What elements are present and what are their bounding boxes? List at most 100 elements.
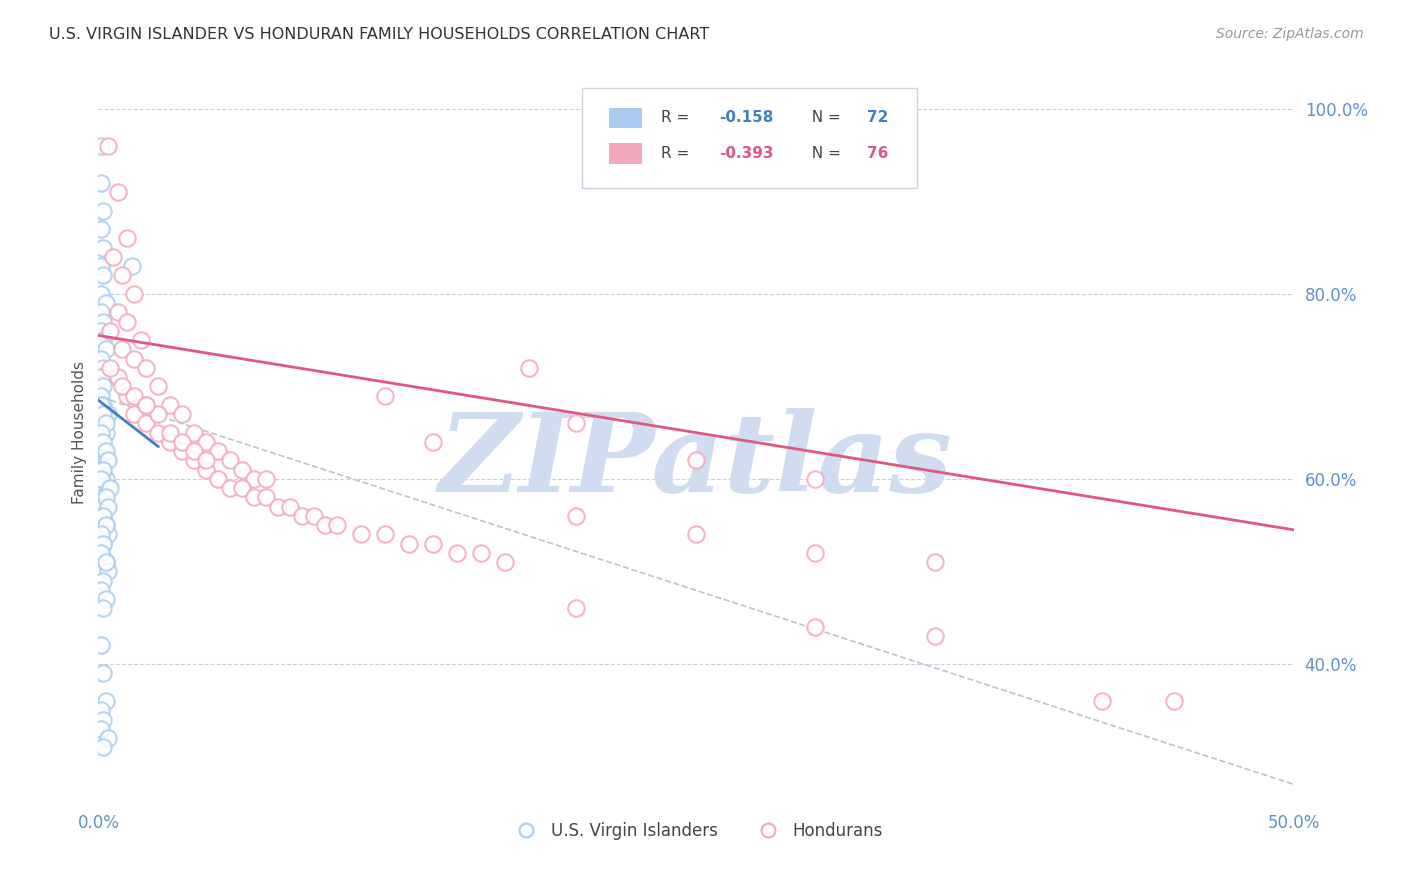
Point	[91, 601, 114, 615]
Point	[90, 462, 112, 476]
Point	[97, 453, 120, 467]
Point	[124, 389, 146, 403]
Point	[91, 536, 114, 550]
Point	[97, 527, 120, 541]
Point	[207, 444, 229, 458]
Point	[90, 370, 112, 384]
Point	[94, 343, 117, 357]
Point	[124, 286, 146, 301]
Point	[111, 343, 134, 357]
Point	[90, 546, 112, 560]
Point	[291, 508, 314, 523]
Point	[207, 472, 229, 486]
Point	[135, 360, 157, 375]
Point	[685, 453, 707, 467]
Point	[94, 453, 117, 467]
Point	[326, 518, 349, 533]
Point	[302, 508, 325, 523]
Point	[107, 370, 129, 384]
Point	[565, 508, 588, 523]
Point	[94, 555, 117, 569]
Point	[94, 555, 117, 569]
Point	[98, 481, 122, 495]
Point	[470, 546, 492, 560]
Point	[195, 434, 218, 449]
Point	[91, 268, 114, 283]
Point	[90, 434, 112, 449]
Point	[90, 527, 112, 541]
Point	[91, 379, 114, 393]
Point	[90, 425, 112, 440]
Point	[91, 472, 114, 486]
Point	[195, 453, 218, 467]
Point	[131, 333, 153, 347]
Point	[98, 324, 122, 338]
Point	[94, 472, 117, 486]
Point	[90, 259, 112, 273]
Text: -0.158: -0.158	[718, 111, 773, 126]
Point	[91, 508, 114, 523]
Point	[90, 639, 112, 653]
Point	[94, 425, 117, 440]
Point	[183, 444, 205, 458]
Point	[111, 379, 134, 393]
Point	[90, 222, 112, 236]
Point	[91, 398, 114, 412]
Point	[91, 666, 114, 681]
Point	[1091, 694, 1114, 708]
Point	[350, 527, 373, 541]
Point	[97, 565, 120, 579]
Point	[91, 574, 114, 588]
Point	[804, 472, 827, 486]
Point	[91, 536, 114, 550]
Text: -0.393: -0.393	[718, 146, 773, 161]
Text: R =: R =	[661, 146, 695, 161]
Point	[90, 546, 112, 560]
Y-axis label: Family Households: Family Households	[72, 361, 87, 504]
Point	[398, 536, 420, 550]
Point	[121, 259, 143, 273]
Point	[91, 407, 114, 421]
Point	[565, 601, 588, 615]
Point	[91, 740, 114, 755]
Point	[94, 592, 117, 607]
Point	[91, 333, 114, 347]
Point	[243, 472, 266, 486]
Point	[91, 360, 114, 375]
Point	[924, 629, 946, 643]
Legend: U.S. Virgin Islanders, Hondurans: U.S. Virgin Islanders, Hondurans	[502, 815, 890, 847]
Point	[148, 379, 170, 393]
Point	[90, 582, 112, 597]
Point	[91, 417, 114, 431]
Point	[91, 508, 114, 523]
Point	[267, 500, 290, 514]
Point	[254, 491, 277, 505]
Point	[97, 481, 120, 495]
Point	[94, 500, 117, 514]
Point	[90, 324, 112, 338]
Point	[159, 434, 181, 449]
Point	[219, 453, 242, 467]
Point	[97, 731, 120, 745]
Point	[243, 491, 266, 505]
Point	[91, 444, 114, 458]
Point	[804, 546, 827, 560]
Point	[97, 500, 120, 514]
Point	[94, 694, 117, 708]
Point	[172, 407, 194, 421]
Point	[90, 398, 112, 412]
Point	[148, 425, 170, 440]
Point	[148, 407, 170, 421]
Point	[172, 434, 194, 449]
Text: N =: N =	[803, 146, 846, 161]
Point	[101, 250, 124, 264]
Point	[183, 425, 205, 440]
Point	[91, 462, 114, 476]
Point	[422, 434, 444, 449]
Point	[315, 518, 337, 533]
Point	[91, 203, 114, 218]
Point	[135, 398, 157, 412]
Point	[94, 444, 117, 458]
Point	[90, 703, 112, 717]
Point	[107, 305, 129, 319]
